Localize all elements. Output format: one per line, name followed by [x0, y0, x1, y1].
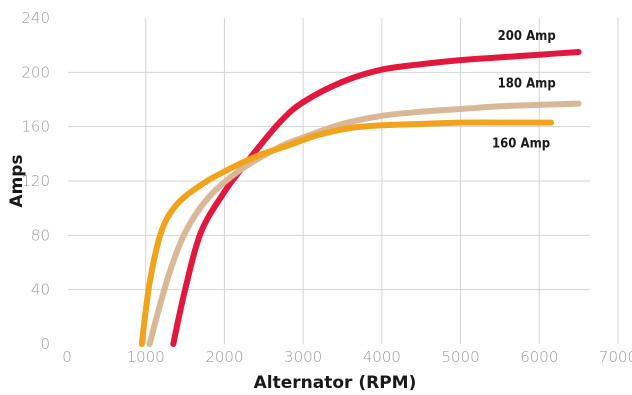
y-tick-label: 120	[21, 172, 50, 190]
x-tick-label: 2000	[205, 348, 243, 366]
y-tick-label: 0	[40, 335, 50, 353]
y-tick-label: 160	[21, 118, 50, 136]
series-label-180-amp: 180 Amp	[498, 77, 556, 92]
grid	[68, 18, 619, 344]
x-tick-label: 3000	[284, 348, 322, 366]
x-tick-label: 5000	[441, 348, 479, 366]
y-tick-label: 240	[21, 9, 50, 27]
x-axis-title: Alternator (RPM)	[254, 373, 417, 393]
series-line-160-amp	[138, 119, 555, 347]
x-axis-ticks: 0 1000 2000 3000 4000 5000 6000 7000	[62, 348, 632, 366]
series-line-200-amp	[170, 49, 582, 347]
y-axis-title: Amps	[7, 154, 27, 207]
y-tick-label: 40	[31, 281, 50, 299]
series-labels: 200 Amp 180 Amp 160 Amp	[492, 29, 556, 152]
series-label-200-amp: 200 Amp	[498, 29, 556, 44]
y-tick-label: 200	[21, 63, 50, 81]
x-tick-label: 1000	[127, 348, 165, 366]
x-tick-label: 0	[62, 348, 72, 366]
x-tick-label: 4000	[363, 348, 401, 366]
x-tick-label: 7000	[599, 348, 632, 366]
y-axis-ticks: 0 40 80 120 160 200 240	[21, 9, 50, 353]
x-tick-label: 6000	[520, 348, 558, 366]
series-label-160-amp: 160 Amp	[492, 137, 550, 152]
series-lines	[138, 49, 582, 347]
y-tick-label: 80	[31, 226, 50, 244]
